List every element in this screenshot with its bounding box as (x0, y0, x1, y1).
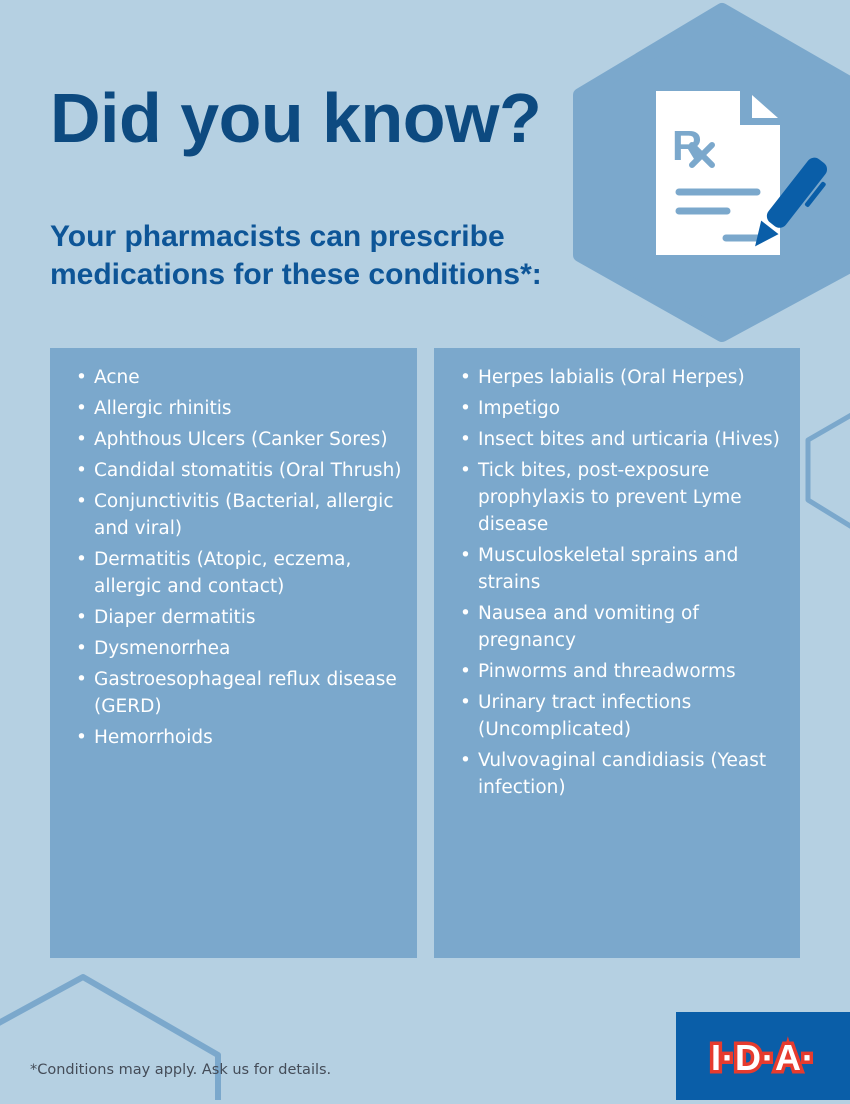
list-item: Nausea and vomiting of pregnancy (460, 600, 790, 654)
list-item: Musculoskeletal sprains and strains (460, 542, 790, 596)
list-item: Impetigo (460, 395, 790, 422)
ida-logo: I·D·A· (676, 1012, 850, 1100)
list-item: Urinary tract infections (Uncomplicated) (460, 689, 790, 743)
list-item: Gastroesophageal reflux disease (GERD) (76, 666, 407, 720)
list-item: Conjunctivitis (Bacterial, allergic and … (76, 488, 407, 542)
list-item: Allergic rhinitis (76, 395, 407, 422)
list-item: Tick bites, post-exposure prophylaxis to… (460, 457, 790, 538)
hexagon-outline-right (805, 412, 850, 529)
list-item: Dysmenorrhea (76, 635, 407, 662)
list-item: Insect bites and urticaria (Hives) (460, 426, 790, 453)
conditions-panel-right: Herpes labialis (Oral Herpes) Impetigo I… (434, 348, 800, 958)
conditions-panel-left: Acne Allergic rhinitis Aphthous Ulcers (… (50, 348, 417, 958)
prescription-pen-icon: R (656, 91, 828, 255)
hexagon-outline-bottom (0, 974, 221, 1100)
list-item: Dermatitis (Atopic, eczema, allergic and… (76, 546, 407, 600)
list-item: Diaper dermatitis (76, 604, 407, 631)
page-title: Did you know? (50, 79, 542, 157)
list-item: Pinworms and threadworms (460, 658, 790, 685)
list-item: Vulvovaginal candidiasis (Yeast infectio… (460, 747, 790, 801)
list-item: Acne (76, 364, 407, 391)
list-item: Herpes labialis (Oral Herpes) (460, 364, 790, 391)
list-item: Candidal stomatitis (Oral Thrush) (76, 457, 407, 484)
list-item: Hemorrhoids (76, 724, 407, 751)
svg-text:I·D·A·: I·D·A· (711, 1037, 815, 1078)
list-item: Aphthous Ulcers (Canker Sores) (76, 426, 407, 453)
page-subtitle: Your pharmacists can prescribe medicatio… (50, 220, 542, 291)
footnote: *Conditions may apply. Ask us for detail… (30, 1062, 332, 1078)
